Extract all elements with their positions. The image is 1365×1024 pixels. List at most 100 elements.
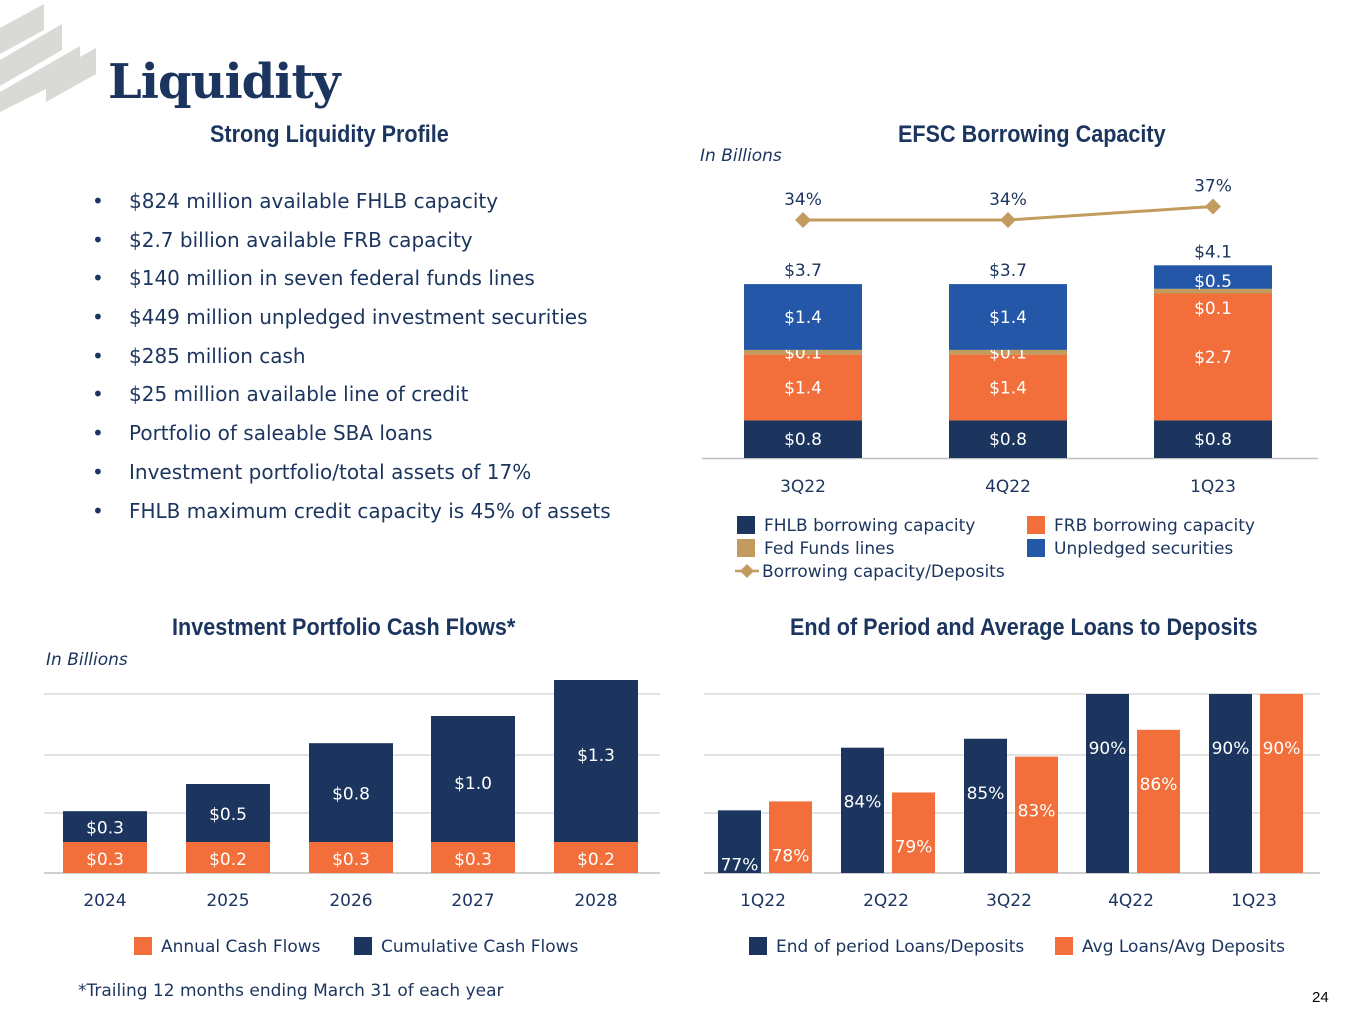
legend-item-fed-funds: Fed Funds lines xyxy=(737,539,895,559)
bar-segment xyxy=(186,842,270,873)
data-label: $0.8 xyxy=(1194,430,1232,450)
x-tick-label: 1Q23 xyxy=(1231,891,1277,911)
bar xyxy=(718,810,761,873)
x-tick-label: 3Q22 xyxy=(780,477,826,497)
legend-item-frb: FRB borrowing capacity xyxy=(1027,516,1255,536)
legend-swatch xyxy=(737,539,755,557)
legend-label: End of period Loans/Deposits xyxy=(776,937,1025,957)
legend-item-end-of-period: End of period Loans/Deposits xyxy=(749,937,1024,957)
bar xyxy=(769,801,812,873)
bullet-item: $25 million available line of credit xyxy=(92,379,611,418)
data-label: 84% xyxy=(844,793,882,813)
data-label: $0.2 xyxy=(209,850,247,870)
legend-label: Unpledged securities xyxy=(1054,539,1234,559)
legend-swatch xyxy=(1027,539,1045,557)
legend-label: Borrowing capacity/Deposits xyxy=(762,562,1005,582)
bar-segment xyxy=(554,842,638,873)
x-tick-label: 2027 xyxy=(451,891,494,911)
legend-item-unpledged: Unpledged securities xyxy=(1027,539,1233,559)
bullet-item: $449 million unpledged investment securi… xyxy=(92,302,611,341)
bar-segment xyxy=(949,284,1067,350)
bar xyxy=(1260,694,1303,873)
bullet-item: Investment portfolio/total assets of 17% xyxy=(92,457,611,496)
bar-segment xyxy=(1154,265,1272,289)
x-tick-label: 1Q22 xyxy=(740,891,786,911)
data-label: $1.3 xyxy=(577,746,615,766)
data-label: $1.4 xyxy=(989,308,1027,328)
x-tick-label: 2Q22 xyxy=(863,891,909,911)
cashflows-units-note: In Billions xyxy=(46,650,128,670)
legend-swatch xyxy=(354,937,372,955)
legend-label: FRB borrowing capacity xyxy=(1054,516,1255,536)
x-tick-label: 2028 xyxy=(574,891,617,911)
bullet-item: $140 million in seven federal funds line… xyxy=(92,263,611,302)
bar-segment xyxy=(949,420,1067,458)
bullet-item: $2.7 billion available FRB capacity xyxy=(92,225,611,264)
ratio-label: 34% xyxy=(989,190,1027,210)
loans-to-deposits-chart: 77% 78% 1Q22 84% 79% 2Q22 85% 83% 3Q22 90% 86% 4Q22… xyxy=(704,693,1320,911)
borrowing-chart-title: EFSC Borrowing Capacity xyxy=(898,121,1166,148)
data-label: $0.3 xyxy=(86,850,124,870)
x-tick-label: 2025 xyxy=(206,891,249,911)
cash-flows-chart: $0.3 $0.3 2024 $0.2 $0.5 2025 $0.3 $0.8 2026 $0.3… xyxy=(44,680,660,911)
profile-title: Strong Liquidity Profile xyxy=(210,121,449,148)
legend-label: Cumulative Cash Flows xyxy=(381,937,579,957)
legend-label: Avg Loans/Avg Deposits xyxy=(1082,937,1285,957)
data-label: $0.5 xyxy=(1194,272,1232,292)
page-number: 24 xyxy=(1312,989,1329,1006)
ratio-label: 34% xyxy=(784,190,822,210)
cashflows-chart-title: Investment Portfolio Cash Flows* xyxy=(172,614,516,641)
legend-swatch xyxy=(749,937,767,955)
data-label: $0.1 xyxy=(1194,299,1232,319)
legend-item-annual: Annual Cash Flows xyxy=(134,937,320,957)
bar-segment xyxy=(63,842,147,873)
profile-bullet-list: $824 million available FHLB capacity $2.… xyxy=(92,186,611,534)
bar xyxy=(964,738,1007,873)
data-label: 90% xyxy=(1089,739,1127,759)
bar-segment xyxy=(309,743,393,842)
page-title: Liquidity xyxy=(108,54,341,110)
ratio-marker xyxy=(795,212,811,228)
data-label: $0.8 xyxy=(784,430,822,450)
bar xyxy=(892,792,935,873)
bullet-item: $285 million cash xyxy=(92,341,611,380)
total-label: $4.1 xyxy=(1194,242,1232,262)
bullet-item: FHLB maximum credit capacity is 45% of a… xyxy=(92,496,611,535)
legend-label: Annual Cash Flows xyxy=(161,937,321,957)
borrowing-units-note: In Billions xyxy=(700,146,782,166)
data-label: $1.4 xyxy=(989,379,1027,399)
bar-segment xyxy=(186,784,270,842)
bullet-item: Portfolio of saleable SBA loans xyxy=(92,418,611,457)
data-label: $1.4 xyxy=(784,308,822,328)
loans-chart-title: End of Period and Average Loans to Depos… xyxy=(790,614,1258,641)
bar xyxy=(1086,694,1129,873)
x-tick-label: 2026 xyxy=(329,891,372,911)
bar-segment xyxy=(949,349,1067,355)
x-tick-label: 1Q23 xyxy=(1190,477,1236,497)
bar-segment xyxy=(744,354,862,421)
legend-item-capacity-ratio: Borrowing capacity/Deposits xyxy=(735,562,1005,582)
data-label: 90% xyxy=(1212,739,1250,759)
bullet-item: $824 million available FHLB capacity xyxy=(92,186,611,225)
bar-segment xyxy=(431,842,515,873)
bar-segment xyxy=(744,349,862,355)
bar xyxy=(1015,756,1058,873)
data-label: $1.4 xyxy=(784,379,822,399)
diamond-line-icon xyxy=(735,564,759,578)
bar-segment xyxy=(1154,293,1272,421)
data-label: 83% xyxy=(1018,802,1056,822)
ratio-marker xyxy=(1205,198,1221,215)
legend-swatch xyxy=(134,937,152,955)
x-tick-label: 4Q22 xyxy=(985,477,1031,497)
data-label: $0.3 xyxy=(454,850,492,870)
data-label: 79% xyxy=(895,837,933,857)
bar-segment xyxy=(1154,288,1272,294)
legend-item-fhlb: FHLB borrowing capacity xyxy=(737,516,975,536)
data-label: $0.8 xyxy=(989,430,1027,450)
ratio-label: 37% xyxy=(1194,177,1232,197)
x-tick-label: 3Q22 xyxy=(986,891,1032,911)
borrowing-capacity-chart: $0.8$1.4$0.1$1.4$3.73Q22$0.8$1.4$0.1$1.4… xyxy=(702,177,1318,497)
legend-swatch xyxy=(737,516,755,534)
bar-segment xyxy=(744,420,862,458)
legend-swatch xyxy=(1027,516,1045,534)
